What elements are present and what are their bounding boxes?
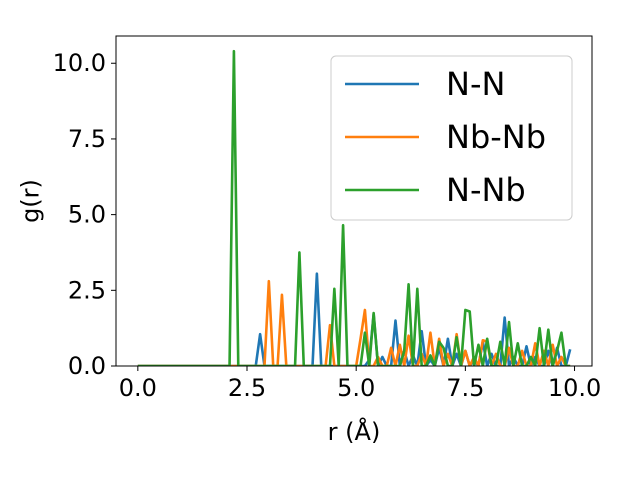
x-tick-label: 10.0 [548,374,601,402]
series-line-nb-nb [137,279,571,366]
axes-frame [115,35,593,367]
x-tick-label: 7.5 [446,374,484,402]
legend-label: N-N [446,65,505,103]
x-tick-label: 2.5 [228,374,266,402]
series-layer [137,49,572,366]
x-tick-label: 5.0 [337,374,375,402]
y-tick-label: 7.5 [68,125,106,153]
y-ticks: 0.0 2.5 5.0 7.5 10.0 [53,49,116,380]
y-tick-label: 10.0 [53,49,106,77]
x-ticks: 0.0 2.5 5.0 7.5 10.0 [119,366,601,402]
x-tick-label: 0.0 [119,374,157,402]
legend: N-N Nb-Nb N-Nb [330,55,573,221]
series-line-n-nb [137,49,571,366]
x-axis-label: r (Å) [328,417,381,446]
legend-label: Nb-Nb [446,118,546,156]
y-tick-label: 0.0 [68,352,106,380]
legend-box [330,55,573,221]
legend-label: N-Nb [446,171,526,209]
y-axis-label: g(r) [16,179,44,223]
y-tick-label: 5.0 [68,201,106,229]
y-tick-label: 2.5 [68,276,106,304]
